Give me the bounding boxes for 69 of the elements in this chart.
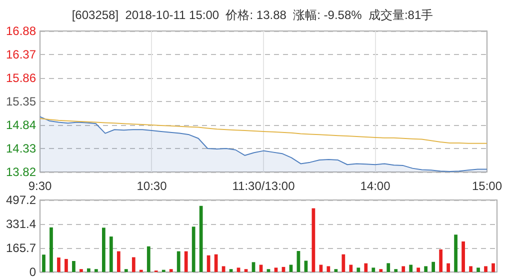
bar (192, 226, 196, 272)
bar (424, 266, 428, 272)
y-tick-label: 16.37 (6, 48, 36, 62)
bar (439, 249, 442, 272)
bar (342, 254, 346, 272)
y-tick-label: 13.82 (6, 165, 36, 179)
bar (252, 262, 256, 272)
bar (394, 269, 398, 272)
bar (446, 263, 450, 272)
bar (102, 228, 106, 272)
bar (87, 268, 90, 272)
bar (484, 266, 488, 272)
bar (146, 246, 150, 272)
y-tick-label: 15.86 (6, 71, 36, 85)
x-tick-label: 11:30/13:00 (232, 179, 296, 193)
bar (462, 241, 465, 272)
x-tick-label: 14:00 (360, 179, 391, 193)
bar (416, 268, 420, 272)
bar (64, 258, 68, 272)
bar (124, 269, 128, 272)
y-tick-label: 16.88 (6, 24, 36, 38)
bar (184, 251, 188, 272)
bar (409, 264, 413, 272)
bar (176, 251, 180, 272)
bar (80, 269, 83, 272)
bar (109, 236, 113, 272)
bar (349, 264, 353, 272)
bar (326, 266, 330, 272)
y-tick-label: 497.2 (6, 193, 36, 207)
bar (116, 251, 120, 272)
bar (372, 268, 376, 272)
bar (356, 268, 360, 272)
bar (304, 260, 308, 272)
bar (236, 268, 240, 272)
bar (364, 263, 368, 272)
bar (57, 258, 60, 272)
bar (274, 268, 278, 272)
bar (50, 227, 53, 272)
bar (386, 263, 390, 272)
bar (476, 268, 480, 272)
bar (94, 269, 98, 272)
bar (402, 266, 406, 272)
bar (432, 262, 436, 272)
bar (199, 206, 203, 272)
bar (169, 269, 173, 272)
y-tick-label: 15.35 (6, 94, 36, 108)
bar (334, 269, 338, 272)
bar (266, 269, 270, 272)
y-tick-label: 14.33 (6, 142, 36, 156)
bar (72, 260, 76, 272)
chart-title: [603258] 2018-10-11 15:00 价格: 13.88 涨幅: -9.58% 成交量:81手 (72, 8, 434, 22)
bar (244, 269, 248, 272)
bar (42, 254, 46, 272)
x-tick-label: 9:30 (28, 179, 52, 193)
bar (492, 263, 495, 272)
bar (229, 269, 233, 272)
bar (454, 234, 458, 272)
line-series (40, 118, 488, 144)
bar (132, 257, 136, 272)
bar (379, 269, 383, 272)
x-tick-label: 10:30 (136, 179, 168, 193)
x-tick-label: 15:00 (472, 179, 502, 193)
bar (469, 266, 472, 272)
y-tick-label: 0 (29, 265, 36, 279)
y-tick-label: 331.4 (6, 217, 36, 232)
bar (222, 266, 226, 272)
y-tick-label: 14.84 (6, 118, 36, 132)
bar (206, 255, 210, 272)
y-tick-label: 165.7 (6, 241, 36, 256)
